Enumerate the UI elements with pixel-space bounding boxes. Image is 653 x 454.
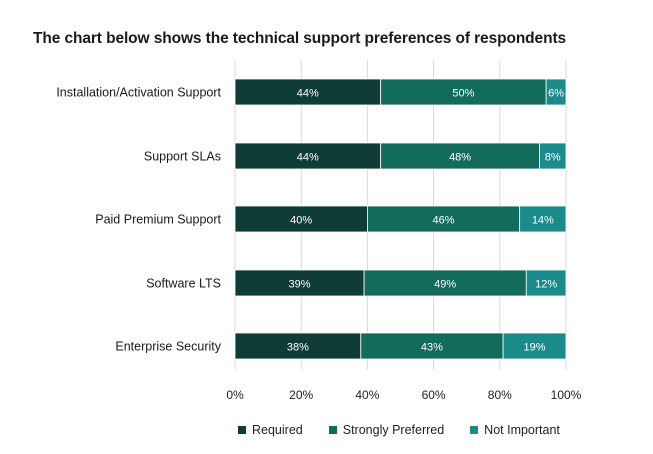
- category-label: Enterprise Security: [115, 340, 221, 354]
- data-label-not-important: 6%: [548, 87, 564, 99]
- legend-item-not-important: Not Important: [470, 423, 560, 437]
- legend-label-not-important: Not Important: [484, 423, 560, 437]
- legend-swatch-not-important: [470, 426, 479, 434]
- category-labels: Installation/Activation Support Support S…: [56, 86, 221, 354]
- data-label-not-important: 14%: [532, 214, 554, 226]
- category-label: Installation/Activation Support: [56, 86, 221, 100]
- data-label-required: 44%: [297, 87, 319, 99]
- bar-segment-not-important: [545, 78, 567, 106]
- legend-swatch-required: [238, 426, 246, 434]
- bar-segment-not-important: [502, 332, 567, 360]
- data-label-required: 40%: [290, 214, 312, 226]
- bar-segment-required: [234, 205, 368, 233]
- bar-segment-strongly-preferred: [380, 142, 540, 170]
- x-tick-label: 80%: [488, 388, 512, 402]
- x-tick-label: 40%: [355, 388, 379, 402]
- category-label: Support SLAs: [144, 150, 221, 164]
- x-tick-label: 0%: [226, 388, 244, 402]
- data-label-strongly-preferred: 46%: [433, 214, 455, 226]
- data-label-not-important: 12%: [535, 278, 557, 290]
- data-label-required: 38%: [287, 341, 309, 353]
- data-label-strongly-preferred: 48%: [449, 151, 471, 163]
- x-axis-ticks: 0% 20% 40% 60% 80% 100%: [226, 388, 581, 402]
- legend-label-required: Required: [252, 423, 303, 437]
- data-label-required: 44%: [297, 151, 319, 163]
- data-label-not-important: 19%: [524, 341, 546, 353]
- bar-segment-required: [234, 332, 362, 360]
- legend: Required Strongly Preferred Not Importan…: [238, 423, 586, 437]
- x-tick-label: 60%: [422, 388, 446, 402]
- data-label-required: 39%: [289, 278, 311, 290]
- bar-segment-required: [234, 269, 365, 297]
- category-label: Paid Premium Support: [95, 213, 221, 227]
- bar-segment-not-important: [539, 142, 567, 170]
- legend-label-strongly-preferred: Strongly Preferred: [342, 423, 445, 437]
- bar-segment-not-important: [525, 269, 567, 297]
- data-label-strongly-preferred: 49%: [434, 278, 456, 290]
- data-label-strongly-preferred: 50%: [452, 87, 474, 99]
- chart-title: The chart below shows the technical supp…: [33, 30, 567, 47]
- data-label-strongly-preferred: 43%: [421, 341, 443, 353]
- x-tick-label: 100%: [551, 388, 582, 402]
- legend-item-strongly-preferred: Strongly Preferred: [328, 423, 445, 437]
- legend-item-required: Required: [238, 423, 303, 437]
- bar-segment-not-important: [519, 205, 567, 233]
- bars: 44% 50% 6% 44% 48% 8% 40% 46% 14% 39% 49% 12% 38% 43%…: [234, 78, 567, 360]
- bar-segment-strongly-preferred: [363, 269, 527, 297]
- category-label: Software LTS: [146, 277, 221, 291]
- bar-segment-strongly-preferred: [380, 78, 547, 106]
- bar-segment-strongly-preferred: [360, 332, 504, 360]
- legend-swatch-strongly-preferred: [328, 426, 337, 434]
- x-tick-label: 20%: [289, 388, 313, 402]
- bar-segment-strongly-preferred: [366, 205, 521, 233]
- data-label-not-important: 8%: [545, 151, 561, 163]
